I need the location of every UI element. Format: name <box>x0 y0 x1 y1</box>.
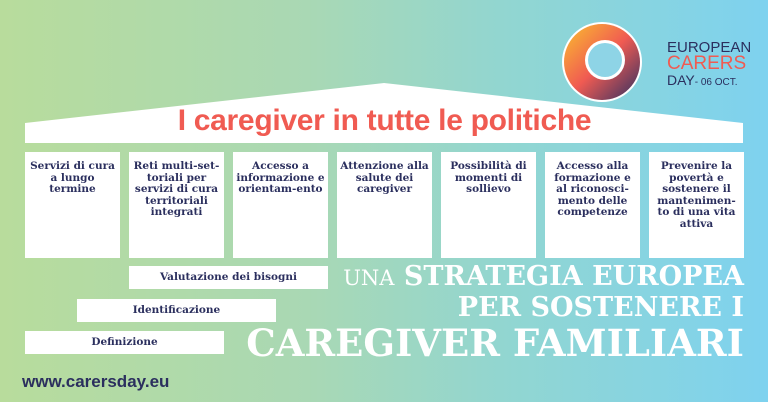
logo-carers: CARERS <box>667 53 747 74</box>
logo-european: EUROPEAN <box>667 39 752 56</box>
carers-day-ring-logo <box>562 22 642 102</box>
strategy-line3: CAREGIVER FAMILIARI <box>246 321 744 365</box>
pillar: Accesso alla formazione e al riconosci-m… <box>545 152 640 258</box>
pillar: Attenzione alla salute dei caregiver <box>337 152 432 258</box>
strategy-line1: STRATEGIA EUROPEA <box>403 261 744 292</box>
pillar: Possibilità di momenti di sollievo <box>441 152 536 258</box>
website-link[interactable]: www.carersday.eu <box>22 372 170 391</box>
pillar: Reti multi-set-toriali per servizi di cu… <box>129 152 224 258</box>
strategy-headline: UNA STRATEGIA EUROPEA PER SOSTENERE I CA… <box>246 261 744 365</box>
step-definizione: Definizione <box>25 331 224 354</box>
logo-day: DAY <box>667 72 695 88</box>
strategy-line2: PER SOSTENERE I <box>457 292 744 323</box>
pillar: Prevenire la povertà e sostenere il mant… <box>649 152 744 258</box>
step-identificazione: Identificazione <box>77 299 276 322</box>
roof-title: I caregiver in tutte le politiche <box>177 104 592 137</box>
strategy-una: UNA <box>343 266 395 290</box>
pillar: Accesso a informazione e orientam-ento <box>233 152 328 258</box>
pillar: Servizi di cura a lungo termine <box>25 152 120 258</box>
step-valutazione: Valutazione dei bisogni <box>129 266 328 289</box>
logo-date: - 06 OCT. <box>694 77 738 88</box>
logo-text: EUROPEAN CARERS DAY- 06 OCT. <box>667 40 751 91</box>
